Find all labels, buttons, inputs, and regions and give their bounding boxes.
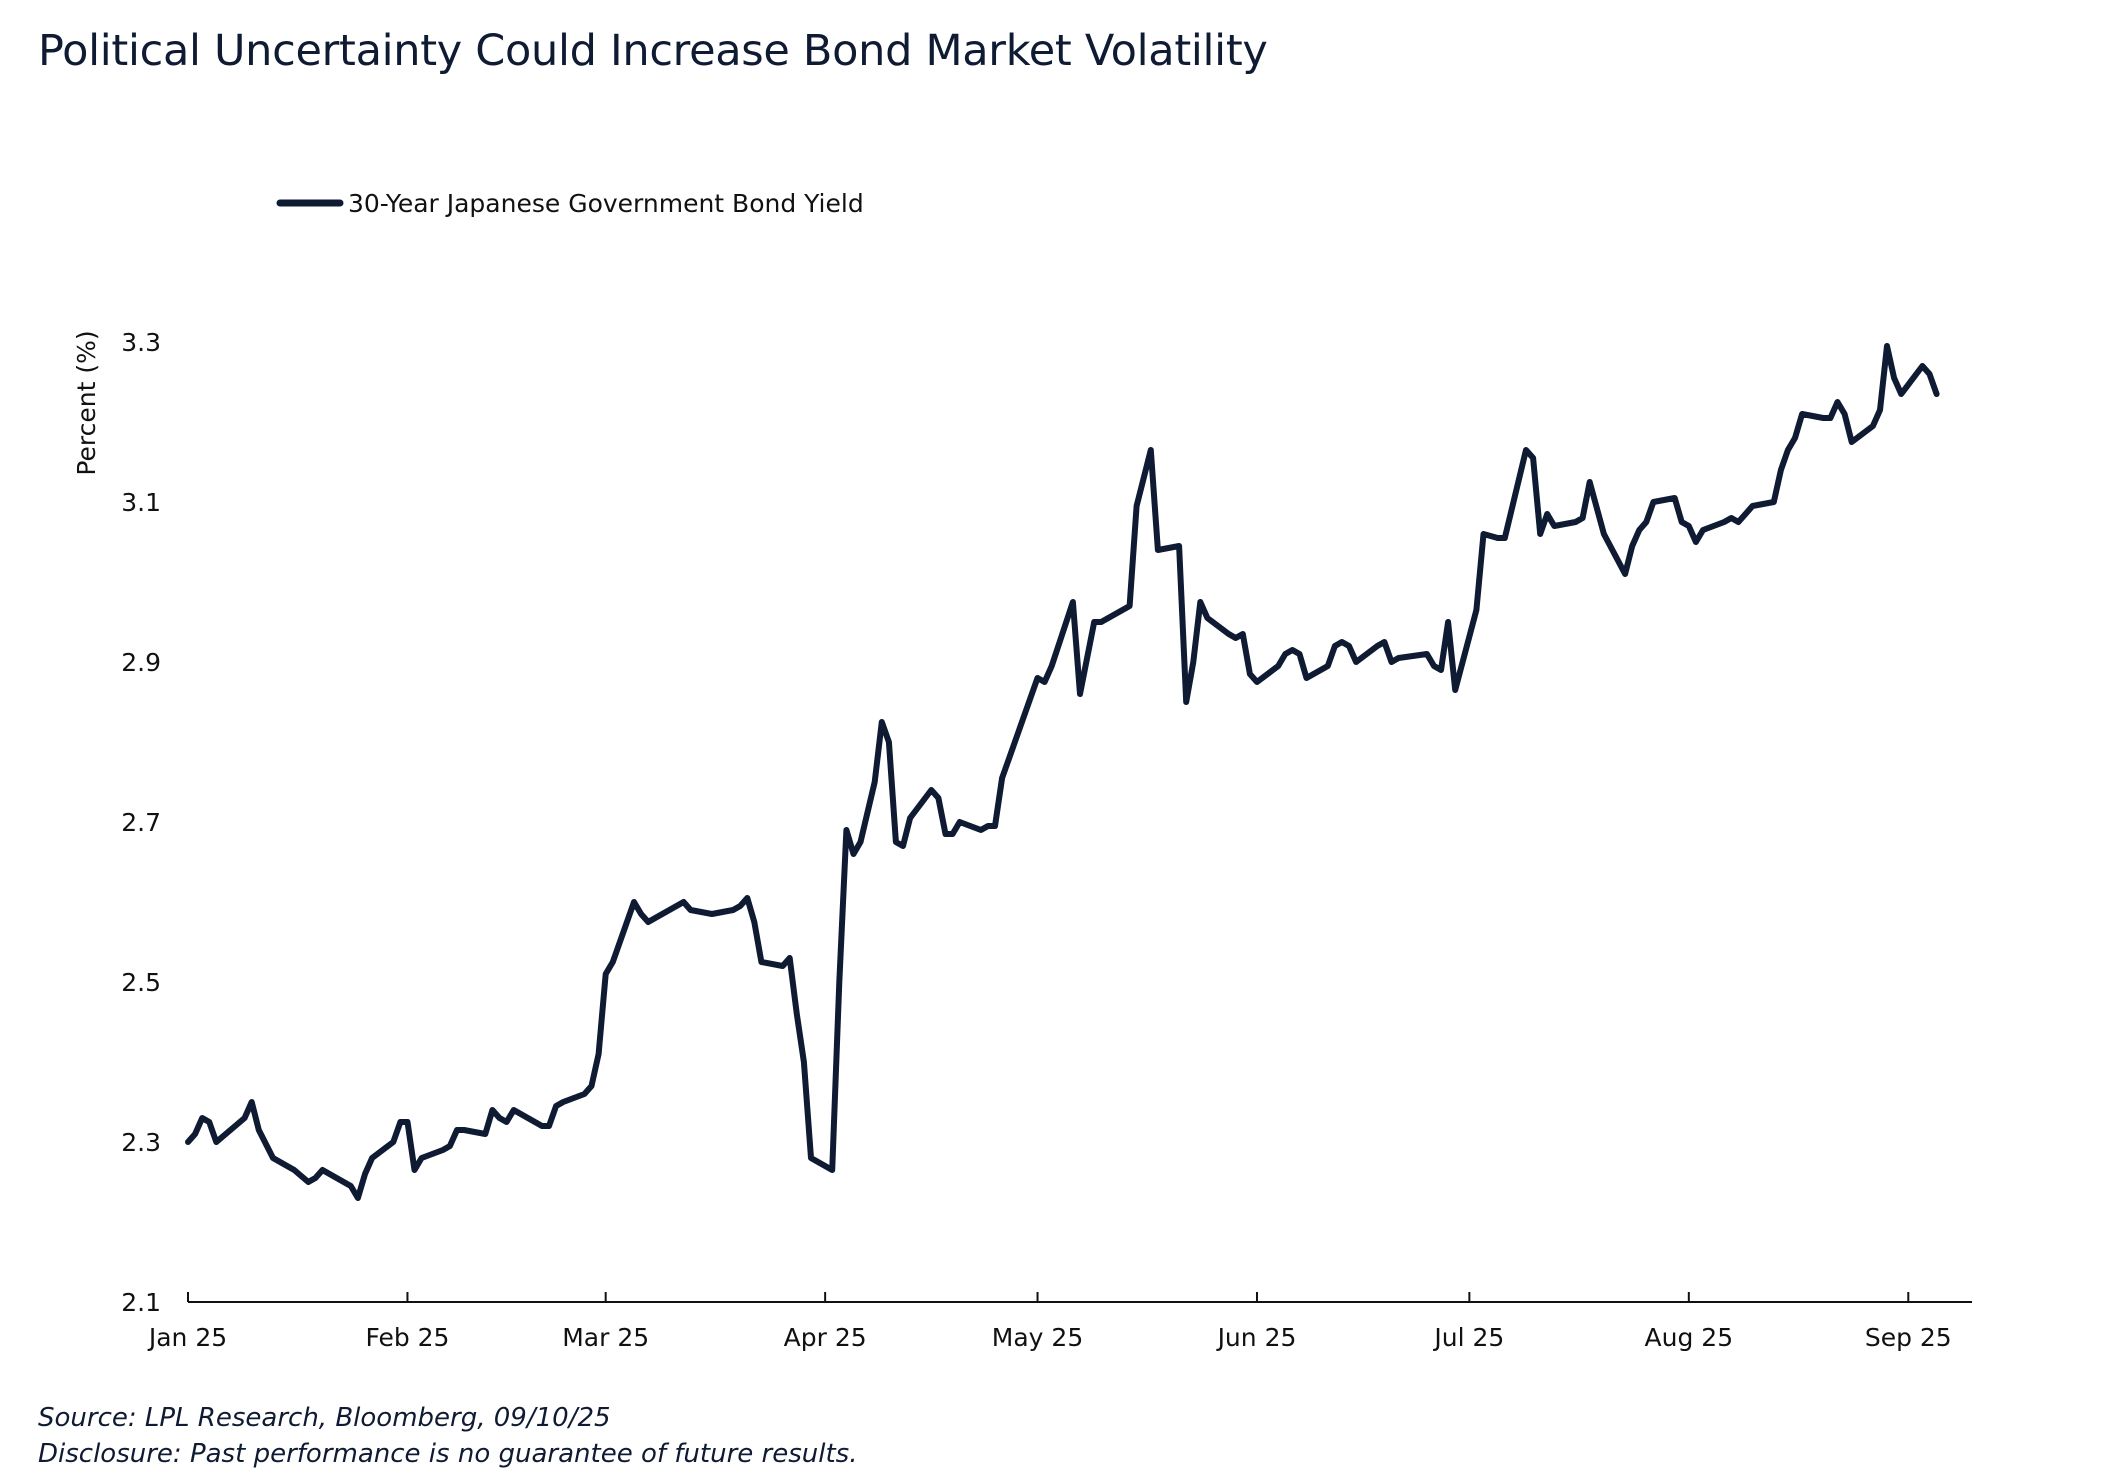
y-tick-label: 2.3 (121, 1128, 161, 1157)
x-tick-label: Jan 25 (147, 1323, 227, 1352)
y-tick-label: 2.5 (121, 968, 161, 997)
y-tick-label: 2.7 (121, 808, 161, 837)
chart-title: Political Uncertainty Could Increase Bon… (38, 26, 1268, 76)
x-tick-label: Aug 25 (1645, 1323, 1734, 1352)
y-tick-label: 3.1 (121, 488, 161, 517)
y-tick-label: 2.1 (121, 1288, 161, 1317)
x-axis: Jan 25 Feb 25 Mar 25 Apr 25 May 25 Jun 25 Jul … (147, 1292, 1952, 1352)
series-line-jgb-30y (185, 343, 1940, 1201)
x-tick-label: May 25 (992, 1323, 1083, 1352)
chart-footer: Source: LPL Research, Bloomberg, 09/10/2… (38, 1400, 857, 1472)
source-note: Source: LPL Research, Bloomberg, 09/10/2… (38, 1403, 611, 1433)
x-tick-label: Jul 25 (1432, 1323, 1504, 1352)
x-tick-label: Mar 25 (562, 1323, 649, 1352)
x-tick-label: Feb 25 (365, 1323, 449, 1352)
y-axis: 2.1 2.3 2.5 2.7 2.9 3.1 3.3 (121, 328, 161, 1317)
legend-label: 30-Year Japanese Government Bond Yield (348, 189, 864, 218)
y-axis-title: Percent (%) (72, 330, 101, 475)
y-tick-label: 2.9 (121, 648, 161, 677)
y-tick-label: 3.3 (121, 328, 161, 357)
x-tick-label: Sep 25 (1865, 1323, 1952, 1352)
x-tick-label: Jun 25 (1216, 1323, 1297, 1352)
legend: 30-Year Japanese Government Bond Yield (276, 189, 864, 218)
disclosure-note: Disclosure: Past performance is no guara… (38, 1439, 858, 1469)
x-tick-label: Apr 25 (784, 1323, 867, 1352)
